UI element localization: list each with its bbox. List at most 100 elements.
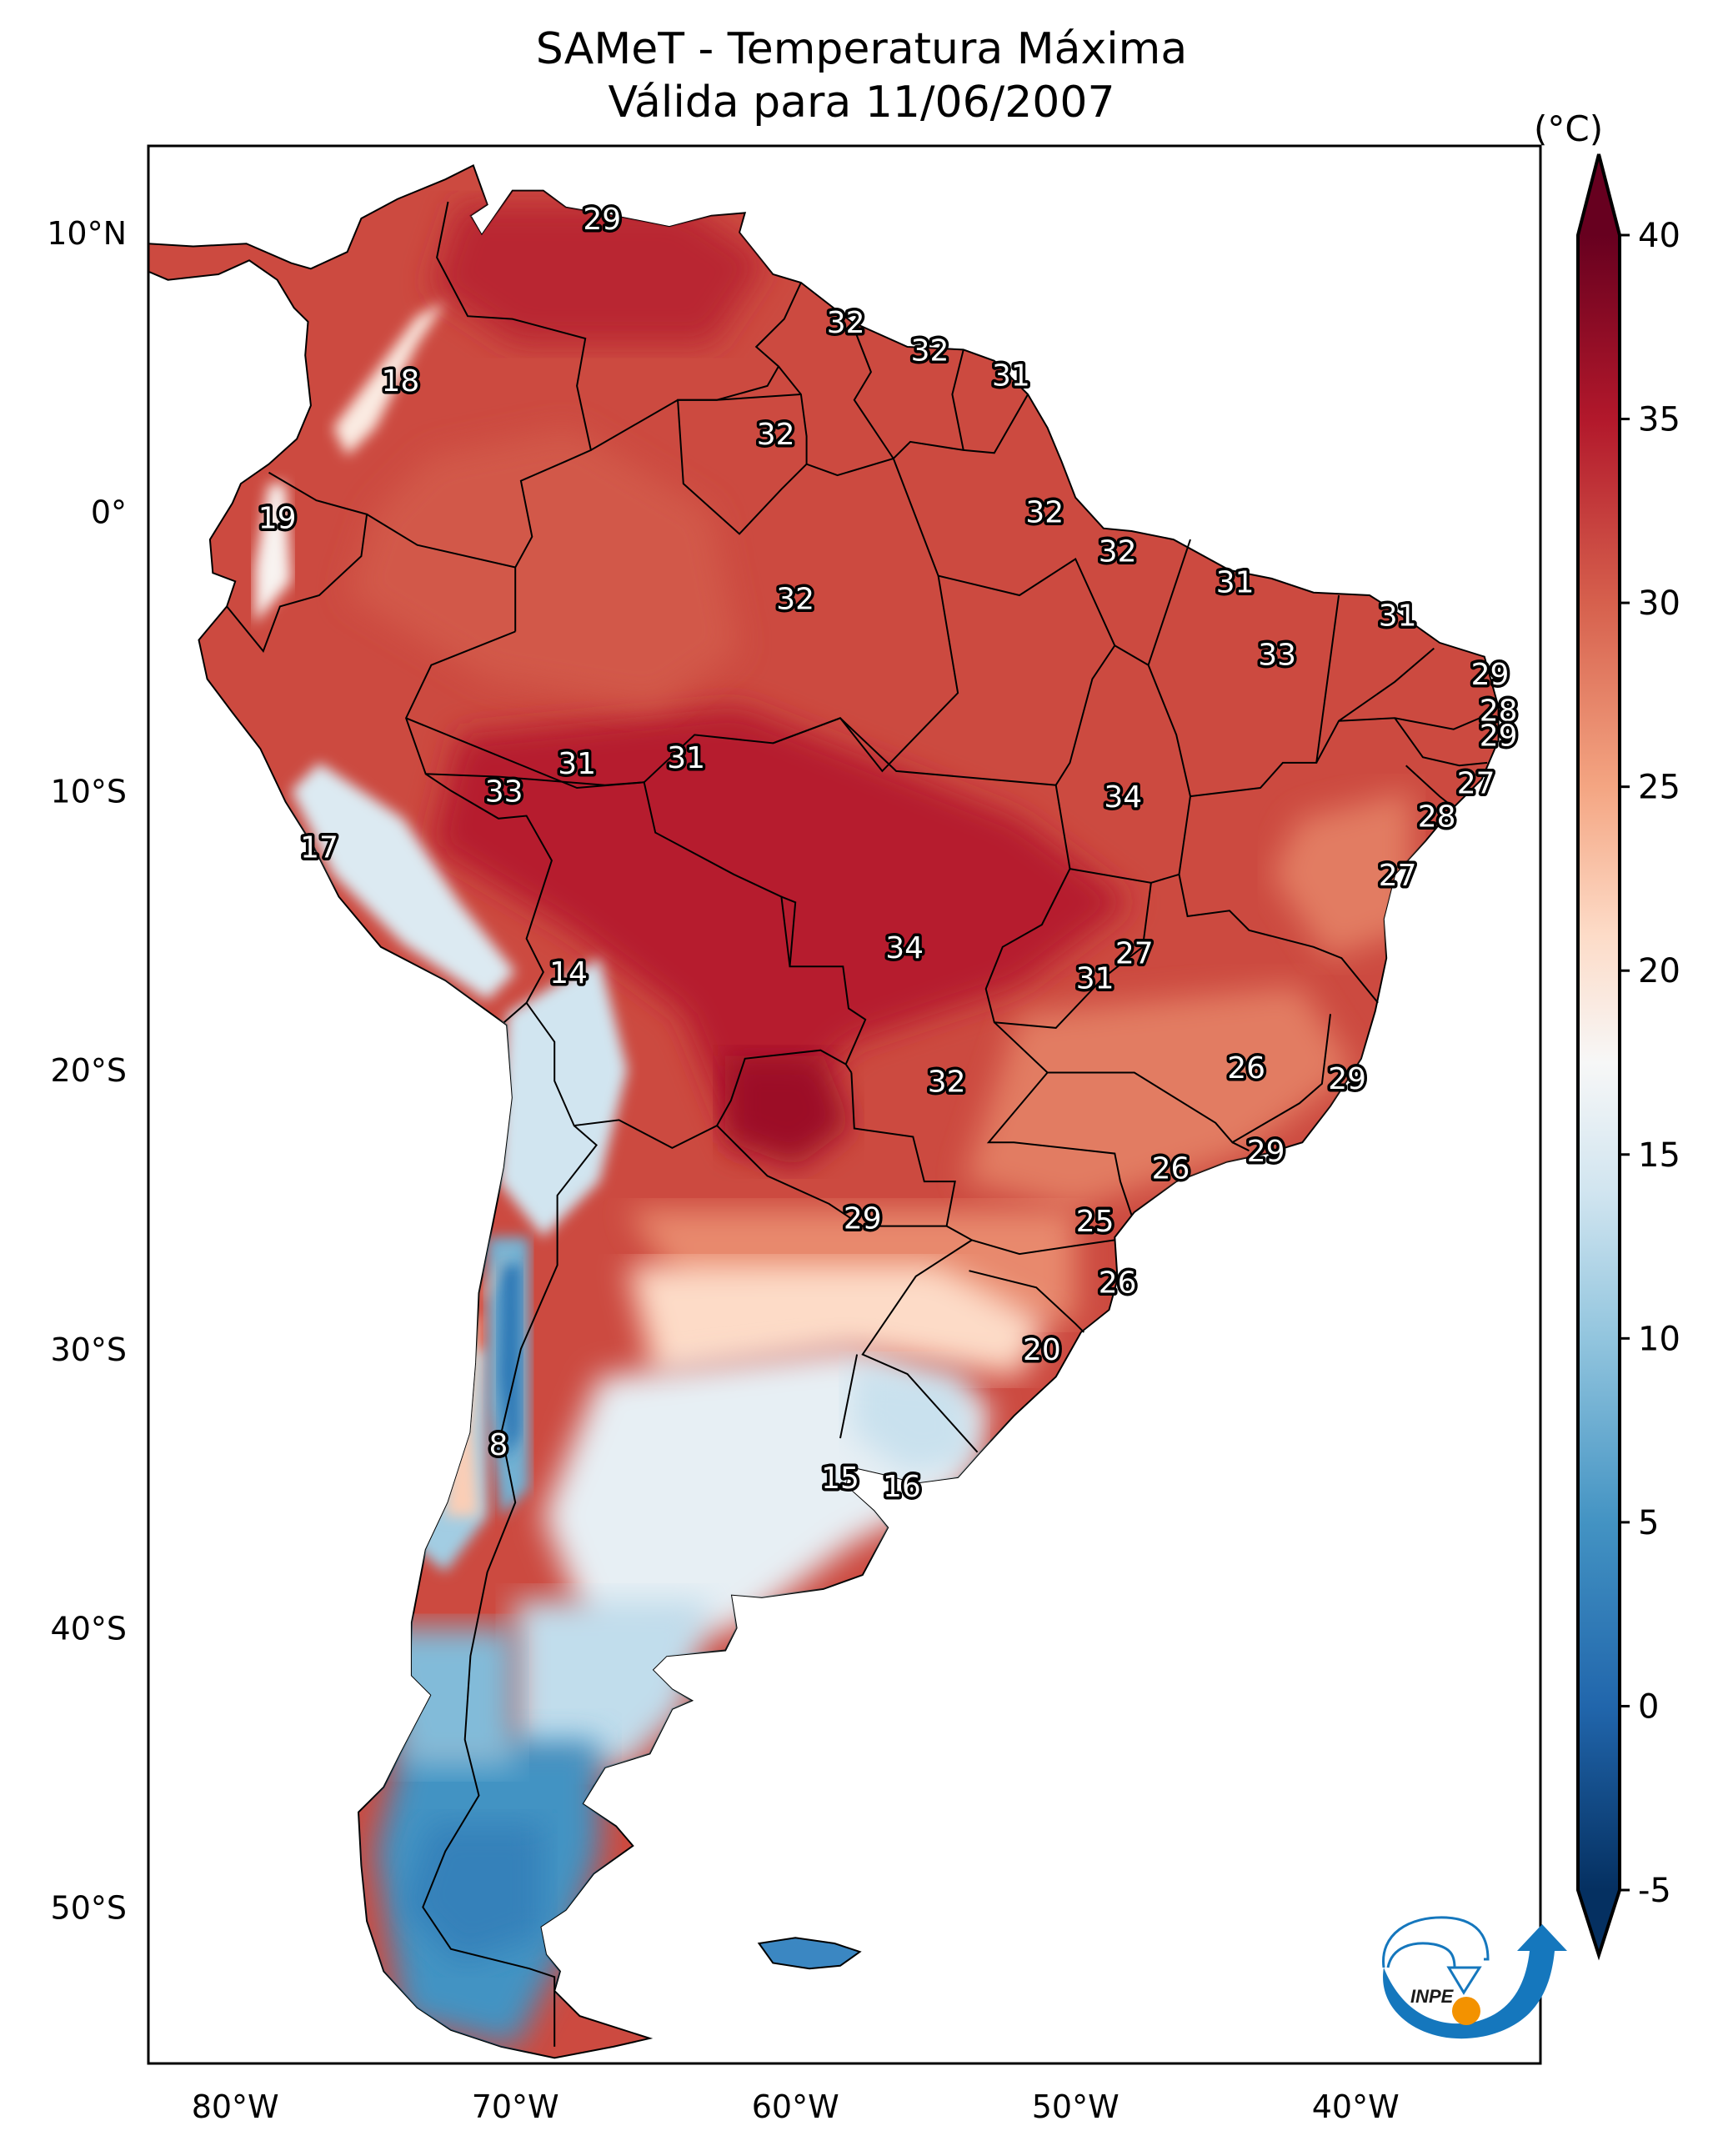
- border-line: [971, 1239, 1115, 1256]
- logo-sun-icon: [1452, 1997, 1480, 2025]
- colorbar-tick-label: 40: [1638, 217, 1680, 255]
- station-value-label: 29: [844, 1202, 882, 1236]
- lat-tick-label: 40°S: [51, 1611, 127, 1647]
- station-value-label: 18: [381, 364, 419, 399]
- temperature-field: [148, 164, 1500, 2059]
- border-line: [405, 630, 553, 1023]
- logo-orbit-icon: [1382, 1916, 1490, 1968]
- colorbar-tick-label: 35: [1638, 401, 1680, 439]
- logo-arrow-icon: [1446, 1966, 1482, 1995]
- chart-title: SAMeT - Temperatura Máxima: [535, 24, 1188, 74]
- border-line: [861, 1225, 979, 1453]
- border-line: [1315, 647, 1435, 764]
- station-value-label: 32: [911, 333, 949, 368]
- colorbar: 40 35 30 25 20 15 10 5 0 -5: [1576, 153, 1680, 1961]
- colorbar-gradient: [1578, 235, 1620, 1890]
- colorbar-tick-label: 10: [1638, 1320, 1680, 1358]
- station-value-label: 27: [1379, 859, 1417, 893]
- temperature-region: [725, 1055, 852, 1168]
- colorbar-unit-label: (°C): [1534, 108, 1604, 149]
- station-value-label: 32: [1099, 534, 1137, 569]
- border-line: [969, 1270, 1085, 1333]
- border-line: [1178, 874, 1379, 1004]
- border-line: [839, 1354, 859, 1439]
- station-value-label: 29: [1480, 719, 1518, 753]
- temperature-region: [963, 985, 1356, 1210]
- temperature-region: [333, 302, 446, 456]
- border-line: [986, 1071, 1133, 1216]
- station-value-label: 33: [485, 775, 523, 809]
- temperature-region: [515, 1600, 712, 1768]
- lat-tick-label: 30°S: [51, 1331, 127, 1368]
- station-value-label: 32: [757, 418, 795, 452]
- station-value-label: 34: [885, 931, 924, 965]
- station-value-label: 31: [1379, 599, 1417, 633]
- lat-tick-label: 0°: [91, 494, 127, 531]
- border-line: [422, 1125, 598, 2047]
- border-line: [951, 349, 964, 451]
- station-value-label: 16: [883, 1470, 921, 1504]
- border-line: [1190, 594, 1340, 798]
- colorbar-tick-label: 20: [1638, 952, 1680, 990]
- lat-tick-label: 20°S: [51, 1052, 127, 1089]
- station-value-label: 26: [1099, 1266, 1137, 1301]
- temperature-region: [347, 428, 739, 707]
- station-value-label: 26: [1152, 1151, 1190, 1186]
- station-value-label: 31: [558, 747, 596, 781]
- lon-tick-label: 80°W: [192, 2088, 279, 2125]
- lat-tick-label: 10°S: [51, 773, 127, 810]
- temperature-region: [498, 958, 628, 1237]
- latitude-axis: 10°N 0° 10°S 20°S 30°S 40°S 50°S: [47, 215, 127, 1927]
- border-line: [226, 471, 368, 653]
- station-value-label: 32: [928, 1065, 966, 1100]
- station-value-label: 29: [583, 203, 621, 237]
- border-line: [781, 895, 797, 967]
- lat-tick-label: 10°N: [47, 215, 127, 252]
- temperature-region: [498, 1265, 521, 1461]
- station-value-label: 32: [827, 306, 865, 340]
- falkland-islands: [757, 1937, 862, 1970]
- lat-tick-label: 50°S: [51, 1890, 127, 1927]
- temperature-region: [851, 1362, 978, 1475]
- colorbar-tick-label: 25: [1638, 769, 1680, 807]
- temperature-overlays: [254, 204, 1412, 2047]
- lon-tick-label: 70°W: [472, 2088, 559, 2125]
- colorbar-ticks: 40 35 30 25 20 15 10 5 0 -5: [1620, 217, 1680, 1910]
- logo-inner-orbit-icon: [1386, 1942, 1456, 1968]
- border-line: [1147, 539, 1191, 666]
- temperature-region: [1271, 790, 1412, 959]
- station-value-label: 31: [667, 741, 705, 775]
- temperature-region: [375, 1627, 516, 1768]
- logo-swoosh-icon: [1383, 1924, 1567, 2039]
- station-value-label: 32: [1025, 496, 1064, 530]
- station-value-label: 33: [1258, 638, 1296, 672]
- station-value-label: 28: [1418, 800, 1456, 835]
- station-value-label: 31: [992, 359, 1030, 394]
- station-value-label: 29: [1471, 658, 1510, 692]
- temperature-region: [254, 484, 292, 624]
- colorbar-tick-label: 30: [1638, 584, 1680, 623]
- colorbar-tick-label: 5: [1638, 1504, 1659, 1542]
- lon-tick-label: 50°W: [1032, 2088, 1119, 2125]
- plot-frame: [147, 144, 1542, 2065]
- station-value-label: 15: [821, 1462, 859, 1496]
- border-line: [778, 365, 1029, 477]
- longitude-axis: 80°W 70°W 60°W 50°W 40°W: [192, 2088, 1400, 2125]
- border-line: [1394, 717, 1488, 767]
- station-value-label: 29: [1328, 1062, 1366, 1096]
- border-line: [1339, 711, 1494, 730]
- station-value-label: 19: [258, 501, 297, 535]
- country-borders: [226, 201, 1494, 2047]
- station-value-label: 27: [1115, 937, 1154, 971]
- border-line: [525, 1002, 847, 1150]
- colorbar-tick-label: -5: [1638, 1872, 1671, 1910]
- logo-text: INPE: [1410, 1986, 1455, 2007]
- chart-subtitle: Válida para 11/06/2007: [608, 78, 1115, 128]
- station-value-label: 32: [776, 582, 814, 616]
- colorbar-extend-max-arrow: [1578, 154, 1620, 235]
- station-value-label: 14: [549, 956, 588, 990]
- colorbar-tick-label: 15: [1638, 1136, 1680, 1175]
- station-value-label: 8: [489, 1428, 508, 1462]
